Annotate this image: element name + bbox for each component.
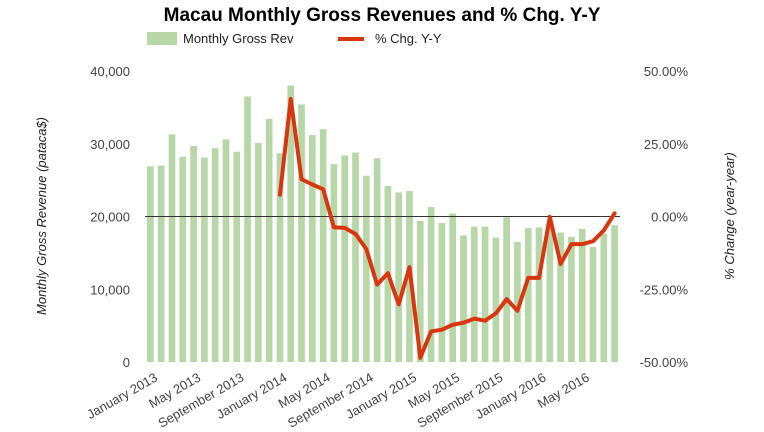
right-axis-ticks: -50.00% -25.00% 0.00% 25.00% 50.00%	[640, 64, 689, 370]
bar	[168, 134, 176, 362]
bar	[244, 96, 251, 363]
bar	[600, 233, 608, 362]
bar	[611, 225, 618, 362]
bar	[308, 135, 316, 362]
bar	[287, 85, 295, 363]
bar	[201, 157, 208, 362]
bar	[546, 226, 554, 362]
legend: Monthly Gross Rev % Chg. Y-Y	[147, 31, 442, 46]
y2-tick-label: 50.00%	[644, 64, 689, 79]
bar	[524, 228, 532, 362]
pct-change-line	[277, 96, 617, 360]
y-tick-label: 10,000	[90, 282, 130, 297]
bar	[265, 119, 273, 363]
bar	[427, 207, 435, 362]
bar	[157, 165, 165, 362]
bar	[373, 158, 381, 362]
bar	[298, 104, 305, 363]
legend-line-label: % Chg. Y-Y	[375, 31, 442, 46]
bar	[255, 143, 262, 362]
bar	[535, 227, 543, 362]
bar	[481, 226, 489, 362]
bar	[589, 247, 597, 362]
y-tick-label: 20,000	[90, 210, 130, 225]
bar	[503, 217, 510, 362]
bar	[438, 223, 446, 362]
bar	[578, 228, 586, 362]
bar	[514, 241, 521, 362]
y-tick-label: 30,000	[90, 137, 130, 152]
y2-tick-label: 25.00%	[644, 137, 689, 152]
y-tick-label: 0	[123, 355, 130, 370]
bar-series	[147, 85, 618, 363]
left-axis-title: Monthly Gross Revenue (pataca$)	[34, 117, 49, 315]
bar	[319, 129, 327, 362]
bar	[330, 164, 338, 362]
left-axis-ticks: 0 10,000 20,000 30,000 40,000	[90, 64, 130, 370]
right-axis-title: % Change (year-year)	[722, 152, 737, 280]
bar	[470, 226, 478, 362]
y-tick-label: 40,000	[90, 64, 130, 79]
legend-bar-swatch	[147, 32, 177, 45]
bar	[460, 235, 467, 362]
bar	[179, 156, 187, 362]
bar	[557, 232, 564, 362]
legend-bar-label: Monthly Gross Rev	[183, 31, 294, 46]
bar	[449, 213, 457, 362]
bar	[233, 151, 241, 362]
bar	[276, 153, 284, 362]
bar	[190, 145, 197, 362]
line-series	[277, 96, 617, 360]
bar	[341, 155, 349, 362]
chart-title: Macau Monthly Gross Revenues and % Chg. …	[164, 5, 601, 26]
y2-tick-label: -50.00%	[640, 355, 689, 370]
bar	[416, 220, 424, 362]
bar	[222, 139, 230, 362]
bar	[568, 236, 575, 362]
bar	[147, 166, 154, 362]
bar	[211, 148, 219, 362]
y2-tick-label: 0.00%	[651, 210, 688, 225]
bar	[395, 192, 403, 362]
bar	[492, 237, 500, 362]
bar	[362, 175, 370, 362]
bar	[352, 152, 359, 362]
y2-tick-label: -25.00%	[640, 282, 689, 297]
